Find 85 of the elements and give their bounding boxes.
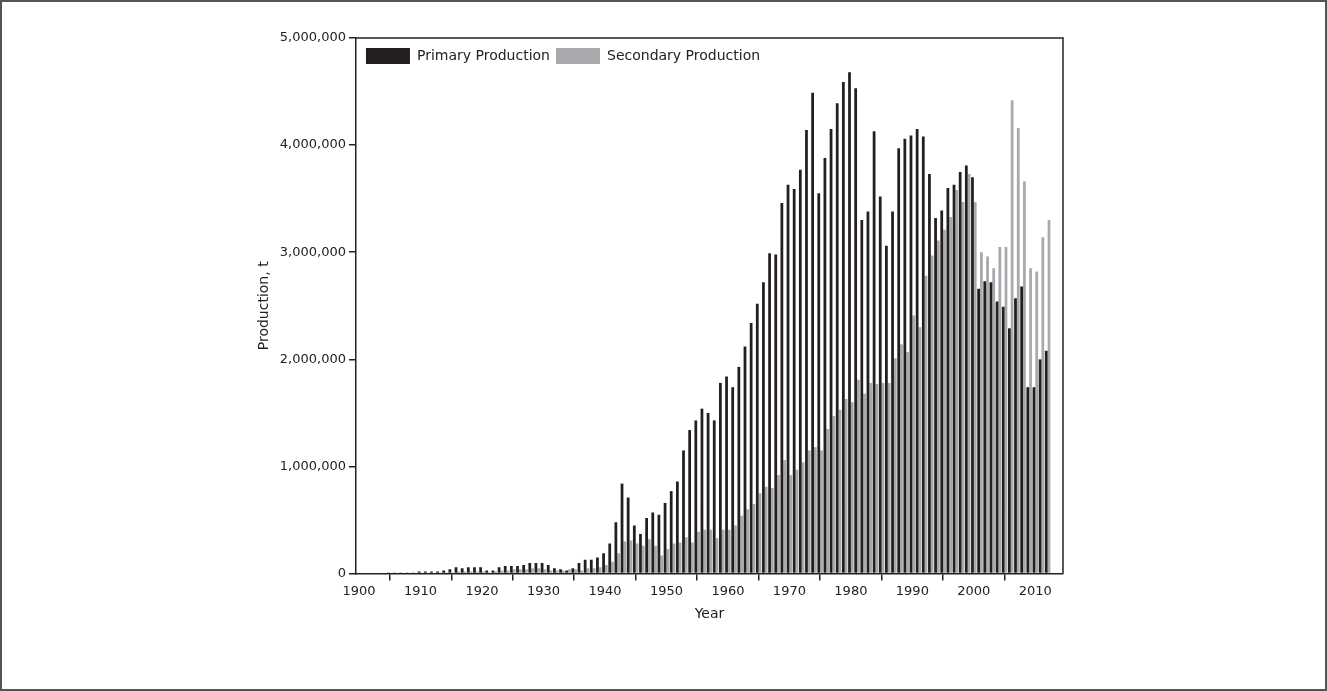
bar [770,487,774,573]
bar [949,216,953,573]
bar [598,567,602,573]
bar [955,190,959,573]
x-tick-label: 1910 [403,582,438,598]
bar [525,569,528,573]
legend-label: Primary Production [416,46,551,63]
y-tick-label: 1,000,000 [279,457,346,473]
bar [697,531,700,573]
x-tick-label: 1920 [465,582,499,598]
bar [844,398,848,573]
x-tick-label: 1970 [772,582,806,598]
bar [783,460,787,573]
bar [740,515,743,573]
bar [863,393,866,573]
bar [617,553,621,573]
x-axis-title: Year [693,605,725,622]
bar [709,529,713,573]
bar [684,537,688,573]
bar [543,569,547,573]
y-tick-label: 2,000,000 [279,350,346,366]
bar [980,252,983,573]
bar [893,358,897,573]
bar [623,541,627,573]
bar [641,545,645,573]
y-tick-label: 4,000,000 [279,136,346,152]
bar [973,201,977,573]
legend-label: Secondary Production [607,46,761,63]
bar [1016,127,1020,573]
x-tick-label: 1950 [649,582,683,598]
x-tick-label: 1960 [711,582,745,598]
bar [666,548,670,573]
bar [660,555,664,573]
bar [826,428,830,573]
bar [764,486,768,573]
bar [580,570,584,573]
bar [943,229,946,573]
bar [930,255,934,573]
bar [832,416,836,573]
bar [807,450,811,573]
bar [912,315,916,573]
bar [531,568,534,573]
bar [1041,237,1045,573]
bar [1035,271,1039,573]
x-tick-label: 1900 [342,582,376,598]
bar [727,529,731,573]
bar [906,351,909,573]
bar [721,529,725,573]
x-tick-label: 1990 [895,582,929,598]
bar [986,256,989,573]
bar [648,539,651,573]
y-tick-label: 0 [337,564,346,580]
x-tick-label: 1940 [588,582,622,598]
y-axis-title: Production, t [255,260,272,351]
bar [820,450,823,573]
bar [850,402,854,573]
bar [734,525,737,573]
bar [887,382,891,573]
y-tick-label: 3,000,000 [279,243,346,259]
bar [875,384,879,573]
bar [746,509,750,573]
bar [857,379,860,573]
bar [777,475,780,573]
x-tick-label: 1980 [834,582,868,598]
bar [900,344,903,573]
bar [936,240,940,573]
bar [998,246,1002,573]
x-tick-label: 2000 [957,582,991,598]
bar [1010,100,1014,573]
bar [611,561,614,573]
y-tick-label: 5,000,000 [279,29,346,45]
bar [703,529,707,573]
x-tick-label: 1930 [526,582,561,598]
bar [691,542,694,573]
x-tick-label: 2010 [1018,582,1052,598]
bar [789,475,793,573]
bar [678,542,682,573]
bar [654,545,657,573]
bar [537,568,541,573]
bar [1029,268,1032,573]
bar [869,382,873,573]
bar [1023,181,1026,573]
bar [992,268,996,573]
bar [604,565,608,573]
bar [814,447,817,573]
